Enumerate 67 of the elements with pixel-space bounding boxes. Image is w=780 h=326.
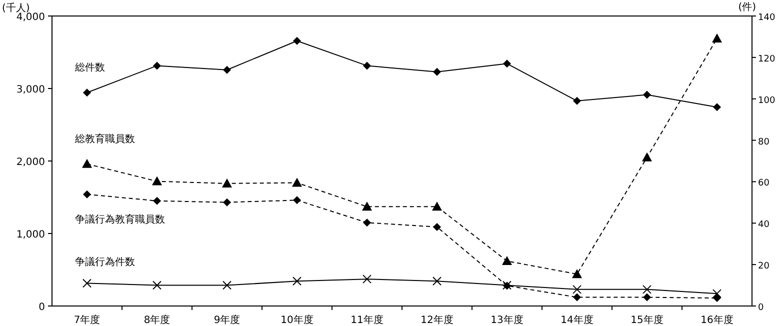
y2-tick-label: 120: [758, 54, 776, 64]
point: [223, 66, 231, 74]
point: [432, 202, 442, 211]
point: [502, 256, 512, 266]
x-tick-label: 16年度: [700, 314, 734, 326]
point: [713, 103, 721, 112]
x-tick-label: 10年度: [280, 314, 314, 326]
point: [642, 152, 652, 162]
x-tick-label: 11年度: [350, 314, 384, 326]
series-label: 争議行為件数: [75, 256, 135, 268]
point: [432, 276, 442, 286]
point: [433, 68, 441, 76]
point: [82, 158, 92, 168]
point: [153, 62, 161, 70]
point: [222, 280, 232, 290]
y-tick-label: 0: [38, 302, 45, 313]
y2-tick-label: 0: [758, 303, 764, 313]
y2-tick-label: 140: [758, 13, 776, 23]
point: [83, 190, 91, 198]
point: [292, 178, 302, 187]
point: [573, 96, 581, 105]
point: [83, 88, 91, 97]
point: [82, 278, 92, 288]
x-tick-label: 12年度: [420, 314, 454, 326]
point: [712, 289, 722, 298]
point: [363, 218, 371, 227]
y-axis-title: (千人): [2, 2, 30, 14]
point: [222, 178, 232, 188]
y-tick-label: 2,000: [16, 157, 45, 168]
y2-tick-label: 80: [758, 137, 770, 148]
x-tick-label: 15年度: [630, 314, 664, 326]
series-label: 総教育職員数: [74, 132, 135, 145]
point: [293, 36, 301, 45]
point: [293, 196, 301, 204]
x-tick-label: 14年度: [560, 314, 594, 326]
y-tick-label: 3,000: [16, 84, 45, 96]
point: [223, 198, 231, 206]
y2-tick-label: 40: [758, 220, 770, 230]
point: [433, 222, 441, 231]
y2-tick-label: 100: [758, 96, 776, 106]
series-label: 総件数: [74, 62, 105, 74]
y-tick-label: 1,000: [16, 230, 45, 240]
point: [643, 293, 651, 302]
point: [712, 33, 722, 42]
point: [362, 202, 372, 211]
y-tick-label: 4,000: [16, 12, 45, 23]
y2-axis-title: (件): [738, 2, 756, 13]
point: [363, 62, 371, 70]
y2-tick-label: 60: [758, 178, 770, 189]
point: [713, 294, 721, 302]
point: [153, 196, 161, 205]
point: [572, 269, 582, 278]
point: [503, 60, 511, 68]
point: [152, 280, 162, 290]
x-tick-label: 8年度: [144, 314, 170, 326]
point: [152, 176, 162, 186]
point: [573, 293, 581, 302]
point: [642, 284, 652, 294]
y2-tick-label: 20: [758, 262, 770, 272]
point: [292, 276, 302, 286]
point: [362, 274, 372, 284]
x-tick-label: 9年度: [214, 314, 240, 326]
x-tick-label: 13年度: [490, 314, 524, 326]
point: [572, 284, 582, 294]
x-tick-label: 7年度: [74, 314, 100, 326]
series-label: 争議行為教育職員数: [75, 213, 165, 226]
point: [643, 90, 651, 99]
